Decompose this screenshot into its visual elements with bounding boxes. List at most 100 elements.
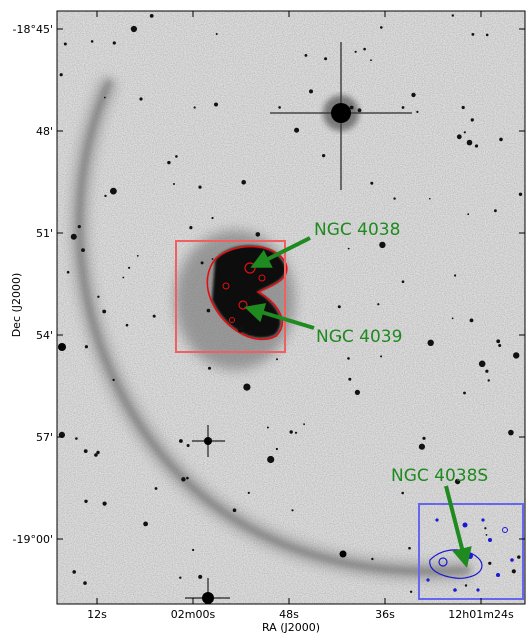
- field-star: [215, 33, 218, 35]
- field-star: [370, 181, 374, 185]
- field-star: [357, 108, 362, 113]
- field-star: [59, 73, 63, 77]
- field-star: [102, 309, 107, 314]
- field-star: [208, 438, 212, 441]
- field-star: [481, 473, 484, 476]
- field-star: [189, 226, 193, 230]
- field-star: [58, 431, 65, 438]
- field-star: [454, 274, 457, 277]
- field-star: [337, 305, 341, 309]
- x-tick-label: 48s: [279, 608, 299, 621]
- field-star: [463, 391, 466, 395]
- field-star: [485, 33, 489, 37]
- field-star: [214, 102, 218, 107]
- field-star: [463, 131, 466, 134]
- field-star: [348, 377, 352, 381]
- antennae-galaxies: [175, 230, 295, 370]
- field-star: [149, 14, 154, 18]
- field-star: [427, 339, 434, 346]
- field-star: [511, 569, 516, 574]
- field-star: [112, 378, 115, 382]
- field-star: [347, 247, 350, 250]
- field-star: [347, 357, 350, 360]
- y-tick-label: 51': [36, 227, 53, 240]
- field-star: [247, 296, 251, 299]
- field-star: [266, 426, 269, 429]
- field-star: [408, 546, 411, 550]
- field-star: [487, 379, 490, 382]
- field-star: [470, 118, 474, 122]
- field-star: [247, 331, 252, 336]
- field-star: [211, 216, 214, 220]
- x-tick-label: 12s: [87, 608, 107, 621]
- field-star: [81, 248, 85, 253]
- field-star: [380, 26, 383, 29]
- field-star: [122, 276, 125, 279]
- field-star: [508, 429, 514, 436]
- field-star: [499, 137, 503, 142]
- field-star: [294, 127, 300, 133]
- field-star: [227, 264, 230, 266]
- field-star: [103, 96, 106, 99]
- field-star: [461, 105, 465, 110]
- y-axis: [57, 28, 525, 540]
- field-star: [411, 92, 416, 98]
- field-star: [181, 477, 186, 482]
- field-star: [154, 487, 158, 490]
- field-star: [179, 576, 182, 579]
- field-star: [466, 139, 473, 146]
- x-axis-title: RA (J2000): [262, 621, 320, 633]
- field-star: [198, 185, 202, 189]
- field-star: [393, 197, 396, 200]
- field-star: [464, 584, 468, 587]
- field-star: [70, 233, 77, 240]
- field-star: [83, 449, 88, 453]
- field-star: [125, 323, 129, 327]
- field-star: [416, 110, 419, 113]
- x-axis: [96, 11, 482, 604]
- field-star: [485, 534, 488, 536]
- field-stars: [58, 14, 523, 593]
- y-tick-label: -19°00': [13, 533, 54, 546]
- field-star: [471, 33, 475, 36]
- ngc4038-arrow: [250, 236, 311, 268]
- field-star: [179, 439, 183, 443]
- plot-frame: [56, 10, 526, 605]
- field-star: [102, 501, 107, 506]
- field-star: [513, 352, 520, 359]
- field-star: [354, 389, 360, 395]
- field-star: [275, 447, 278, 451]
- field-star: [77, 225, 81, 229]
- field-star: [454, 478, 461, 485]
- y-tick-label: 57': [36, 431, 53, 444]
- field-star: [75, 437, 78, 440]
- field-star: [422, 436, 426, 440]
- field-star: [237, 326, 244, 333]
- field-star: [485, 369, 489, 373]
- field-star: [304, 54, 308, 57]
- field-star: [467, 213, 470, 216]
- field-star: [324, 57, 328, 61]
- field-star: [379, 241, 386, 249]
- field-star: [241, 180, 246, 185]
- field-star: [498, 344, 502, 347]
- field-star: [83, 581, 87, 585]
- tidal-tail: [71, 76, 471, 580]
- field-star: [94, 453, 98, 457]
- field-star: [206, 308, 211, 313]
- field-star: [518, 192, 523, 196]
- field-star: [192, 548, 195, 552]
- field-star: [66, 270, 70, 274]
- label-ngc4038s: NGC 4038S: [391, 466, 488, 486]
- field-star: [208, 366, 211, 370]
- star-secondary: [58, 343, 347, 604]
- field-star: [494, 209, 497, 213]
- ngc4038s-arrow: [444, 485, 472, 568]
- field-star: [370, 59, 372, 62]
- field-star: [193, 106, 196, 109]
- field-star: [136, 255, 139, 257]
- field-star: [276, 358, 278, 361]
- x-tick-label: 36s: [375, 608, 395, 621]
- field-star: [186, 476, 189, 480]
- field-star: [211, 258, 214, 260]
